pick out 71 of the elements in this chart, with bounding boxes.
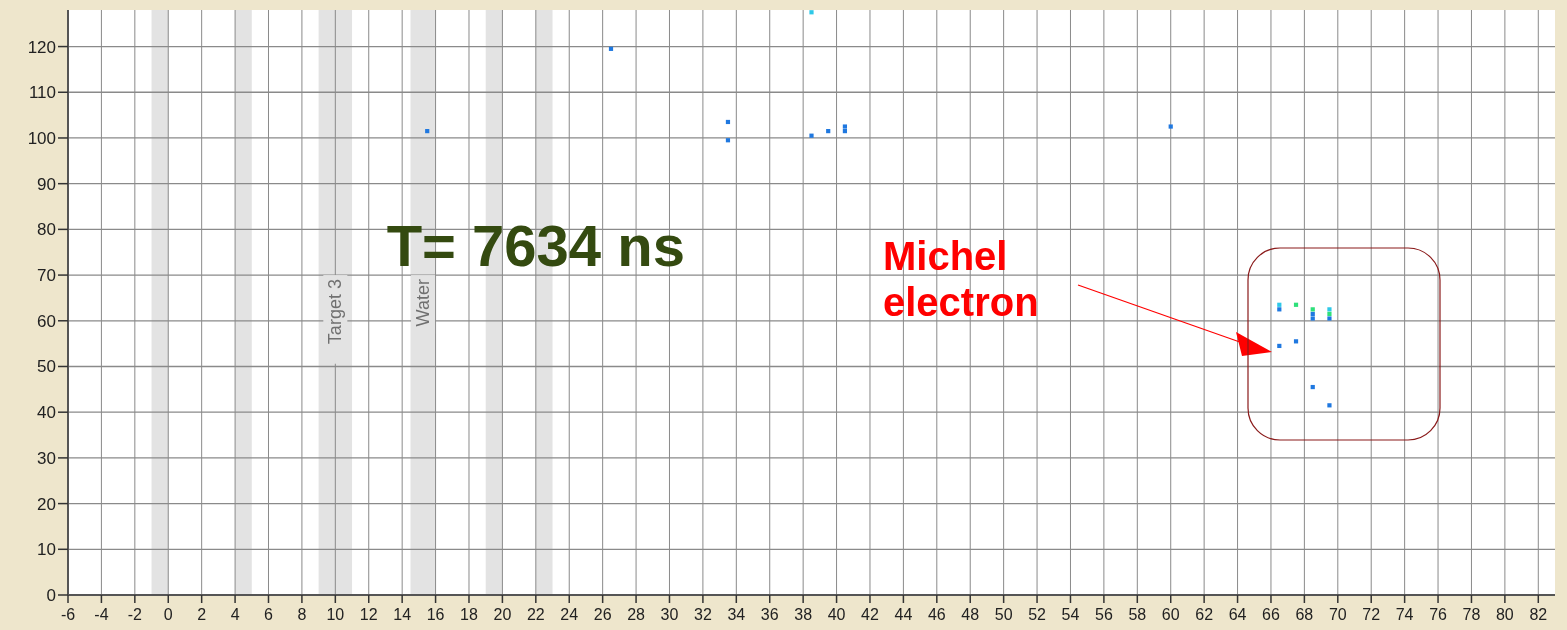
x-tick-label: 8 <box>297 606 307 623</box>
x-tick-label: 64 <box>1228 606 1247 623</box>
annotation: Michel electron <box>883 234 1039 324</box>
x-tick-label: 18 <box>460 606 478 623</box>
y-tick-label: 30 <box>37 448 56 468</box>
y-tick-label: 0 <box>46 585 56 605</box>
x-tick-label: 76 <box>1429 606 1448 623</box>
point <box>1168 124 1173 129</box>
y-tick-label: 100 <box>27 128 56 148</box>
x-tick-label: -2 <box>127 606 143 623</box>
x-tick-label: 54 <box>1061 606 1080 623</box>
x-tick-label: 50 <box>994 606 1013 623</box>
x-tick-label: 22 <box>526 606 545 623</box>
x-tick-label: -4 <box>94 606 109 623</box>
x-tick-label: 52 <box>1028 606 1047 623</box>
x-tick-label: 28 <box>627 606 646 623</box>
point <box>1327 307 1332 312</box>
x-tick-label: 40 <box>827 606 846 623</box>
x-tick-label: 32 <box>694 606 712 623</box>
y-tick-label: 120 <box>27 37 56 57</box>
x-tick-label: 78 <box>1462 606 1481 623</box>
x-tick-label: 2 <box>197 606 207 623</box>
band-label: Target 3 <box>325 279 346 345</box>
x-tick-label: 48 <box>961 606 980 623</box>
x-tick-label: 30 <box>660 606 679 623</box>
x-tick-label: 80 <box>1495 606 1514 623</box>
x-tick-label: 20 <box>493 606 512 623</box>
band-label: Water <box>413 279 434 327</box>
x-tick-label: 70 <box>1328 606 1347 623</box>
point <box>842 124 848 129</box>
y-tick-label: 40 <box>37 403 56 423</box>
point <box>809 133 814 138</box>
x-tick-label: 10 <box>326 606 345 623</box>
point <box>1327 316 1332 321</box>
y-tick-label: 110 <box>28 83 56 103</box>
x-tick-label: 56 <box>1094 606 1113 623</box>
x-tick-label: 26 <box>593 606 612 623</box>
x-tick-label: 38 <box>794 606 813 623</box>
x-tick-label: 72 <box>1362 606 1381 623</box>
x-tick-label: 36 <box>760 606 779 623</box>
point <box>1327 403 1332 408</box>
x-tick-label: 24 <box>560 606 579 623</box>
y-tick-label: 90 <box>37 174 56 194</box>
x-tick-label: 68 <box>1295 606 1314 623</box>
x-tick-label: 6 <box>264 606 274 623</box>
x-tick-label: 4 <box>230 606 240 623</box>
x-tick-label: 14 <box>393 606 412 623</box>
x-tick-label: -6 <box>60 606 76 623</box>
point <box>1327 311 1332 317</box>
y-tick-label: 70 <box>37 266 56 286</box>
y-tick-label: 80 <box>37 220 56 240</box>
x-tick-label: 74 <box>1395 606 1414 623</box>
annotation: T= 7634 ns <box>386 212 685 278</box>
x-tick-label: 16 <box>426 606 445 623</box>
x-tick-label: 42 <box>861 606 879 623</box>
x-tick-label: 46 <box>927 606 946 623</box>
point <box>1310 316 1315 321</box>
x-tick-label: 34 <box>727 606 746 623</box>
point <box>809 10 814 15</box>
y-tick-label: 20 <box>37 494 56 514</box>
x-tick-label: 82 <box>1529 606 1548 623</box>
y-tick-label: 50 <box>37 357 56 377</box>
y-tick-label: 60 <box>37 311 56 331</box>
x-tick-label: 66 <box>1262 606 1280 623</box>
x-tick-label: 0 <box>163 606 173 623</box>
x-tick-label: 44 <box>894 606 913 623</box>
x-tick-label: 12 <box>359 606 378 623</box>
x-tick-label: 62 <box>1195 606 1214 623</box>
y-tick-label: 10 <box>37 540 56 560</box>
x-tick-label: 60 <box>1161 606 1180 623</box>
x-tick-label: 58 <box>1128 606 1147 623</box>
